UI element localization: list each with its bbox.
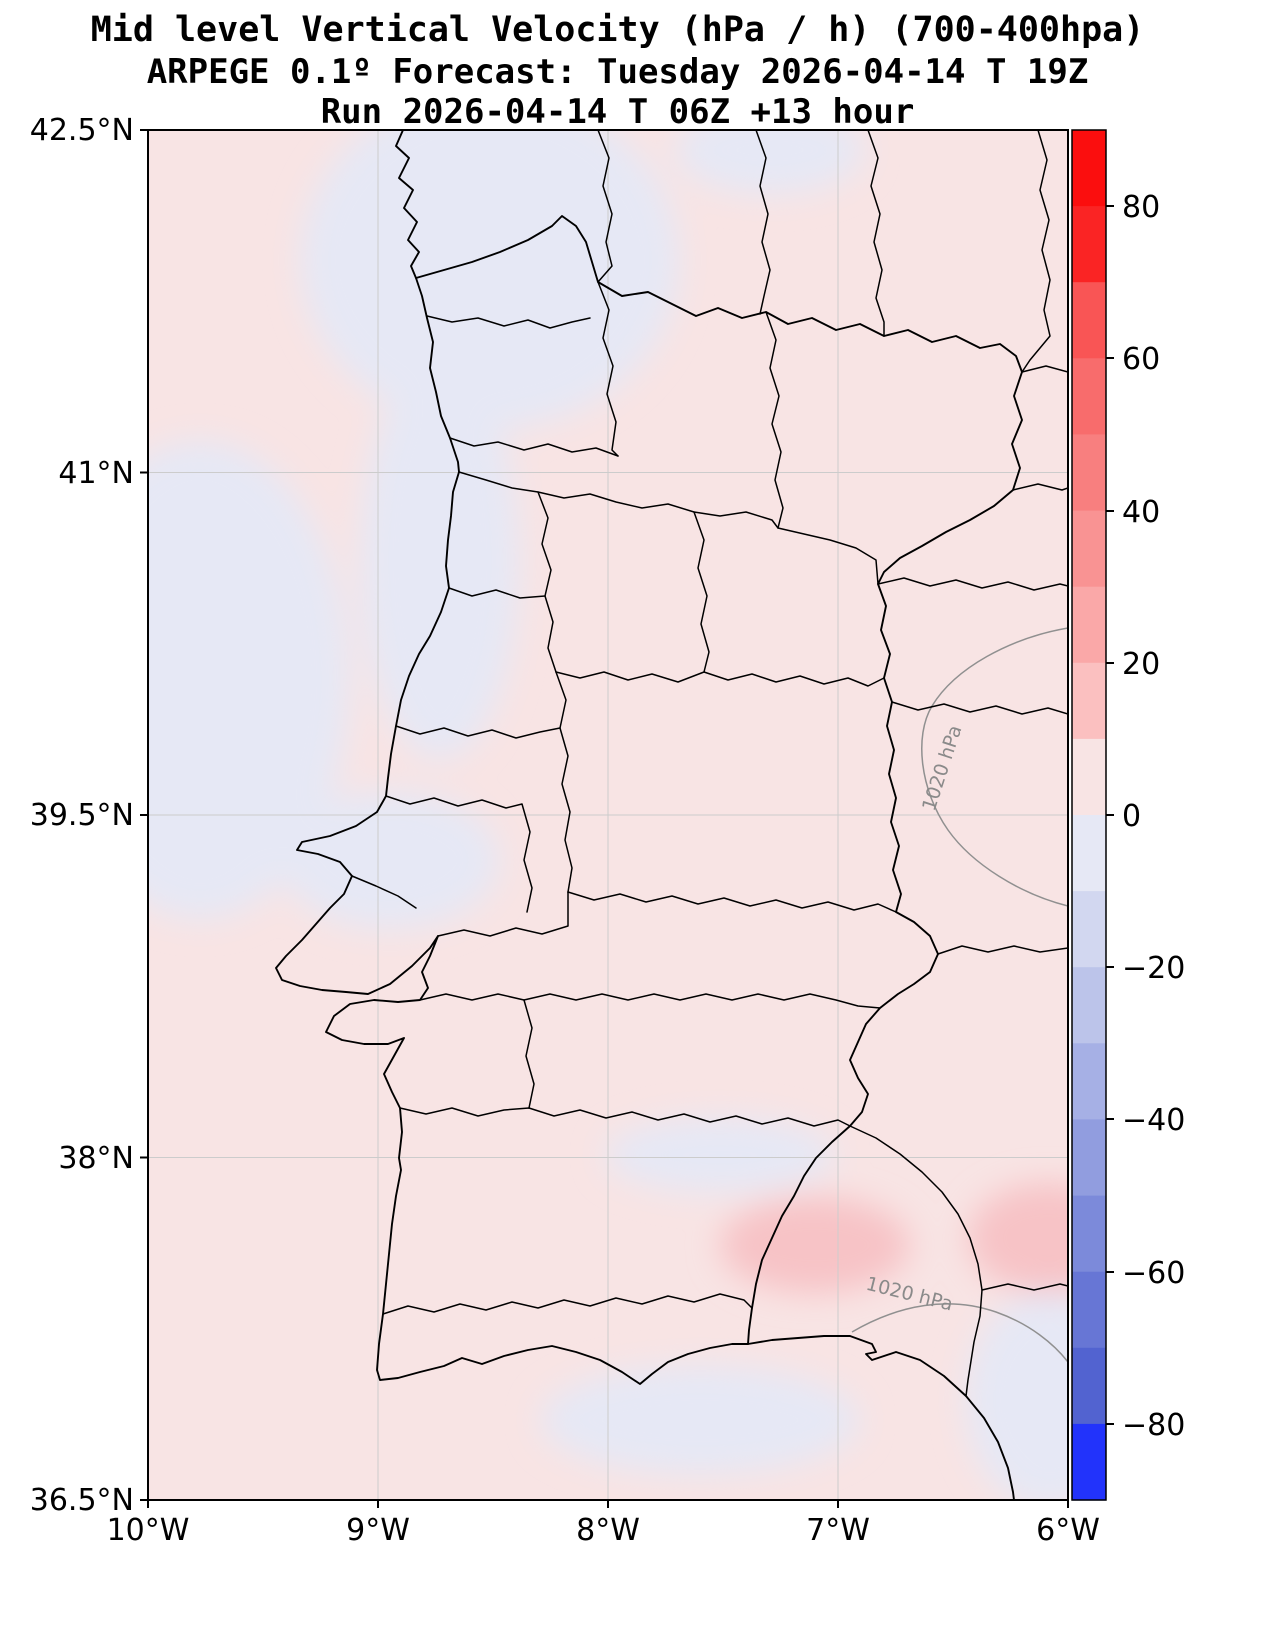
province-boundary: [877, 577, 1068, 591]
colorbar-segment: [1072, 1271, 1106, 1349]
colorbar-tick-label: 0: [1122, 799, 1141, 834]
district-boundary: [537, 491, 557, 673]
negative-anomaly-patch-38n: [605, 1117, 835, 1193]
district-boundary: [399, 1107, 851, 1127]
y-tick-label: 36.5°N: [30, 1483, 134, 1518]
colorbar-tick-label: 20: [1122, 647, 1160, 682]
district-boundary: [395, 725, 561, 739]
district-boundary: [437, 891, 569, 937]
province-boundary: [937, 945, 1068, 955]
y-tick-label: 41°N: [58, 456, 134, 491]
negative-anomaly-patch-north: [675, 130, 865, 195]
colorbar-tick-label: 40: [1122, 495, 1160, 530]
title-model-valid: ARPEGE 0.1º Forecast: Tuesday 2026-04-14…: [146, 52, 1089, 92]
negative-anomaly-patch-south: [540, 1365, 860, 1475]
district-boundary: [448, 587, 546, 599]
district-boundary: [351, 875, 417, 909]
district-boundary: [693, 511, 710, 673]
colorbar-segment: [1072, 1043, 1106, 1120]
district-boundary: [382, 1293, 753, 1315]
x-tick-label: 6°W: [1036, 1513, 1100, 1548]
province-boundary: [1012, 483, 1068, 491]
title-run: Run 2026-04-14 T 06Z +13 hour: [320, 92, 915, 132]
colorbar-segment: [1072, 1195, 1106, 1273]
positive-anomaly-patch-andalucia: [968, 1183, 1068, 1293]
y-tick-label: 39.5°N: [30, 798, 134, 833]
district-boundary: [597, 281, 619, 457]
province-boundary: [867, 130, 885, 337]
colorbar-segment: [1072, 1423, 1106, 1501]
province-boundary: [1021, 130, 1051, 373]
colorbar-segment: [1072, 1119, 1106, 1197]
y-tick-label: 38°N: [58, 1141, 134, 1176]
coastline: [275, 130, 1015, 1500]
colorbar-segment: [1072, 206, 1106, 283]
district-boundary: [555, 671, 573, 893]
negative-anomaly-patch-peniche: [280, 790, 500, 930]
colorbar-segment: [1072, 815, 1106, 892]
y-tick-label: 42.5°N: [30, 113, 134, 148]
colorbar-segment: [1072, 358, 1106, 435]
colorbar-gradient: [1072, 130, 1106, 1501]
grid-layer: [148, 130, 1068, 1500]
district-boundary: [765, 311, 784, 529]
colorbar: 80 60 40 20 0 −20 −40 −60 −80: [1071, 129, 1185, 1501]
district-boundary: [555, 671, 885, 687]
district-boundary: [426, 315, 591, 329]
shading-layer: [148, 130, 1068, 1500]
negative-anomaly-patch-nw: [300, 130, 680, 430]
district-boundaries: [351, 130, 1068, 1397]
colorbar-segment: [1072, 967, 1106, 1044]
title-variable: Mid level Vertical Velocity (hPa / h) (7…: [90, 10, 1145, 50]
colorbar-segment: [1072, 662, 1106, 740]
district-boundary: [567, 891, 897, 913]
province-boundary: [1021, 365, 1068, 373]
negative-anomaly-patch-se: [965, 1290, 1068, 1500]
x-tick-label: 8°W: [576, 1513, 640, 1548]
province-boundary: [891, 701, 1068, 715]
colorbar-tick-label: −40: [1122, 1103, 1185, 1138]
district-boundary: [449, 437, 619, 457]
colorbar-tick-label: −80: [1122, 1408, 1185, 1443]
district-boundary: [419, 993, 881, 1009]
province-boundary: [597, 130, 613, 283]
colorbar-segment: [1072, 510, 1106, 588]
isobar-1020-line-east: [921, 627, 1068, 907]
isobar-1020-line-south: [851, 1303, 1068, 1363]
negative-anomaly-patch-ocean: [148, 440, 350, 920]
colorbar-tick-label: −60: [1122, 1256, 1185, 1291]
colorbar-segment: [1072, 282, 1106, 359]
x-tick-label: 7°W: [806, 1513, 870, 1548]
colorbar-segment: [1072, 586, 1106, 664]
positive-anomaly-patch-algarve: [720, 1197, 910, 1293]
negative-anomaly-patch-coast: [360, 360, 520, 760]
colorbar-tick-label: 80: [1122, 190, 1160, 225]
province-boundary: [981, 1283, 1068, 1291]
y-axis: 42.5°N 41°N 39.5°N 38°N 36.5°N: [30, 113, 148, 1518]
figure-titles: Mid level Vertical Velocity (hPa / h) (7…: [0, 8, 1235, 132]
colorbar-segment: [1072, 1347, 1106, 1425]
colorbar-segment: [1072, 738, 1106, 816]
district-boundary: [523, 999, 535, 1109]
colorbar-segment: [1072, 130, 1106, 207]
x-tick-label: 10°W: [107, 1513, 190, 1548]
colorbar-tick-label: 60: [1122, 342, 1160, 377]
colorbar-segment: [1072, 891, 1106, 968]
colorbar-segment: [1072, 434, 1106, 512]
colorbar-tick-label: −20: [1122, 951, 1185, 986]
province-boundary: [755, 130, 771, 315]
district-boundary: [385, 795, 533, 913]
x-axis: 10°W 9°W 8°W 7°W 6°W: [107, 1500, 1100, 1548]
boundary-layer: [275, 130, 1068, 1500]
x-tick-label: 9°W: [346, 1513, 410, 1548]
country-border: [415, 215, 1023, 1345]
province-boundary: [849, 1125, 983, 1397]
